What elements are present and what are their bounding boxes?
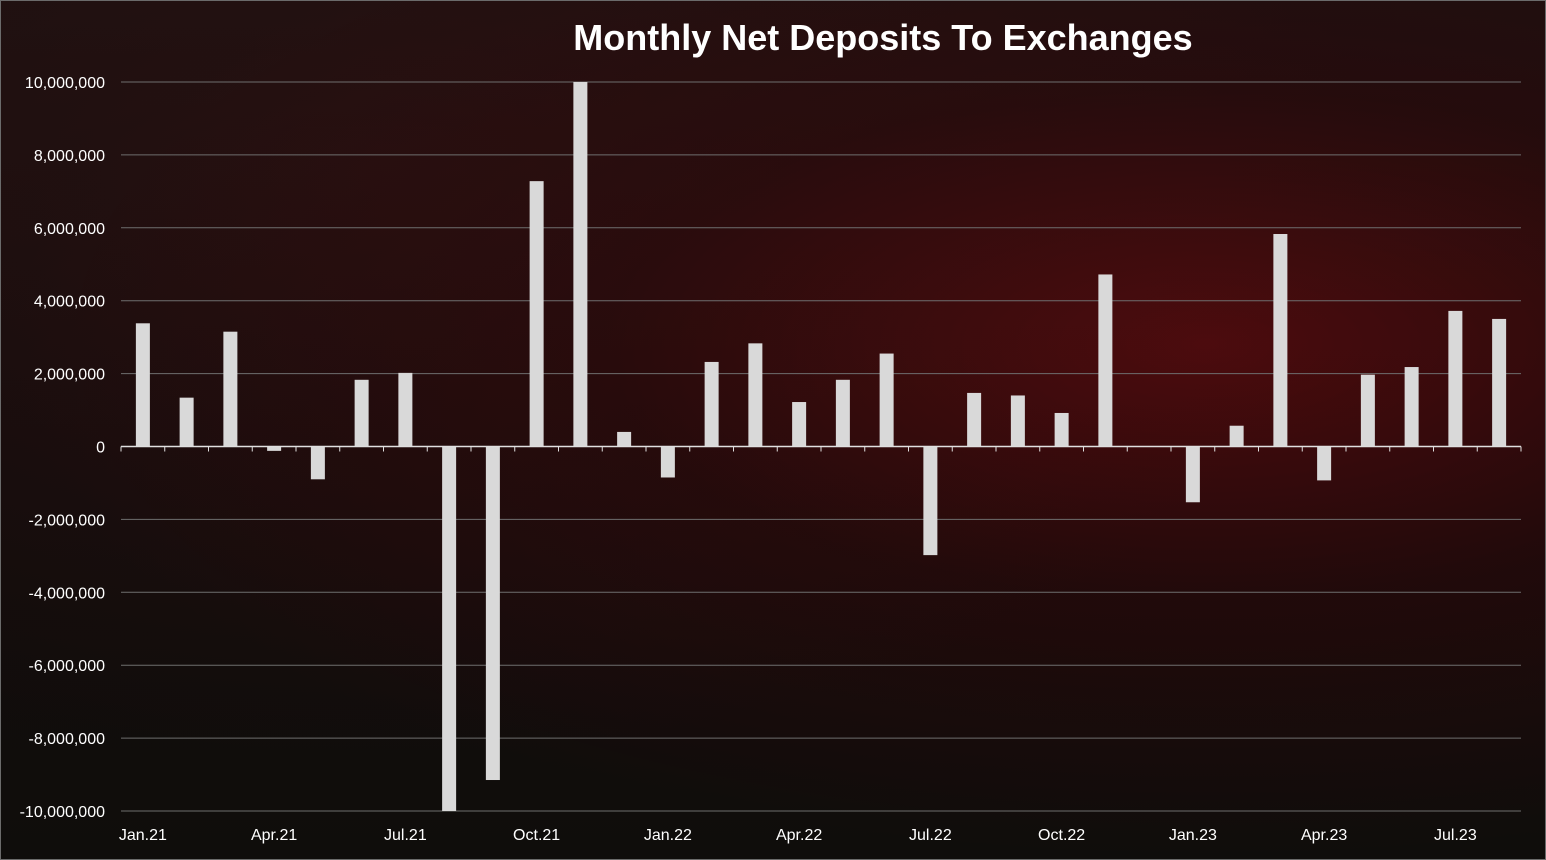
x-tick-label: Jan.23 bbox=[1169, 827, 1217, 844]
x-tick-label: Jan.21 bbox=[119, 827, 167, 844]
y-tick-label: 10,000,000 bbox=[25, 75, 105, 92]
y-tick-label: 8,000,000 bbox=[34, 148, 105, 165]
bar-mar-22 bbox=[748, 343, 763, 447]
bar-jan-23 bbox=[1185, 446, 1200, 503]
bar-sep-22 bbox=[1010, 395, 1025, 447]
bar-mar-23 bbox=[1273, 233, 1288, 447]
x-tick-label: Oct.21 bbox=[513, 827, 560, 844]
bar-jun-22 bbox=[879, 353, 894, 447]
gridlines bbox=[121, 81, 1521, 812]
x-tick-label: Apr.23 bbox=[1301, 827, 1347, 844]
y-tick-label: -8,000,000 bbox=[28, 731, 105, 748]
bar-jan-22 bbox=[660, 446, 675, 478]
bar-feb-21 bbox=[179, 397, 194, 447]
bar-may-21 bbox=[310, 446, 325, 480]
y-tick-label: 6,000,000 bbox=[34, 221, 105, 238]
y-tick-label: -10,000,000 bbox=[20, 804, 106, 821]
x-tick-label: Jul.22 bbox=[909, 827, 952, 844]
bar-jun-23 bbox=[1404, 367, 1419, 447]
x-tick-label: Jan.22 bbox=[644, 827, 692, 844]
x-tick-label: Oct.22 bbox=[1038, 827, 1085, 844]
bar-aug-23 bbox=[1492, 318, 1507, 447]
x-tick-label: Jul.23 bbox=[1434, 827, 1477, 844]
y-tick-label: -6,000,000 bbox=[28, 658, 105, 675]
bar-feb-23 bbox=[1229, 425, 1244, 447]
bar-may-23 bbox=[1360, 374, 1375, 447]
y-tick-label: 0 bbox=[96, 440, 105, 457]
bar-apr-21 bbox=[267, 446, 282, 451]
y-tick-label: -4,000,000 bbox=[28, 585, 105, 602]
bar-apr-23 bbox=[1317, 446, 1332, 481]
y-tick-label: -2,000,000 bbox=[28, 512, 105, 529]
x-tick-labels: Jan.21 Apr.21 Jul.21 Oct.21 Jan.22 Apr.22 Jul.… bbox=[119, 827, 1477, 844]
bar-feb-22 bbox=[704, 361, 719, 447]
bar-nov-22 bbox=[1098, 274, 1113, 447]
bar-jun-21 bbox=[354, 379, 369, 447]
bar-jan-21 bbox=[135, 323, 150, 447]
x-axis bbox=[120, 445, 1522, 452]
x-tick-label: Jul.21 bbox=[384, 827, 427, 844]
chart-title: Monthly Net Deposits To Exchanges bbox=[573, 17, 1193, 58]
bar-sep-21 bbox=[485, 446, 500, 781]
bar-dec-21 bbox=[617, 431, 632, 447]
bars bbox=[135, 82, 1507, 811]
bar-may-22 bbox=[835, 379, 850, 447]
bar-aug-21 bbox=[442, 446, 457, 811]
bar-jul-21 bbox=[398, 372, 413, 447]
x-tick-label: Apr.21 bbox=[251, 827, 297, 844]
bar-apr-22 bbox=[792, 402, 807, 447]
y-tick-labels: 10,000,000 8,000,000 6,000,000 4,000,000 2,0… bbox=[20, 75, 106, 821]
bar-mar-21 bbox=[223, 331, 238, 447]
bar-oct-22 bbox=[1054, 412, 1069, 447]
bar-jul-23 bbox=[1448, 310, 1463, 447]
bar-nov-21 bbox=[573, 82, 588, 447]
bar-oct-21 bbox=[529, 181, 544, 447]
y-tick-label: 2,000,000 bbox=[34, 367, 105, 384]
x-tick-label: Apr.22 bbox=[776, 827, 822, 844]
y-tick-label: 4,000,000 bbox=[34, 294, 105, 311]
bar-aug-22 bbox=[967, 392, 982, 447]
bar-jul-22 bbox=[923, 446, 938, 556]
